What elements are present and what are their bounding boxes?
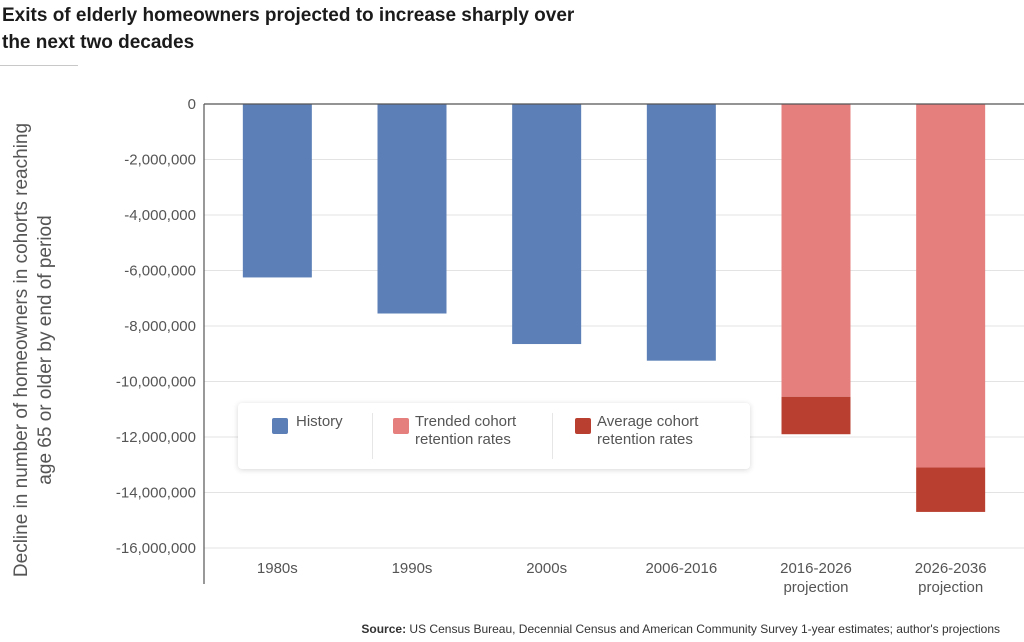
legend: History Trended cohort retention rates A… [238,403,750,469]
bar-trended [916,104,986,468]
y-tick-label: -4,000,000 [124,207,196,224]
bar-history [242,104,312,278]
x-tick-label: 1990s [392,560,433,577]
title-divider [0,65,78,66]
bar-average [916,467,986,512]
bar-history [646,104,716,361]
x-tick-label: projection [783,579,848,596]
bar-history [377,104,447,314]
source-note: Source: US Census Bureau, Decennial Cens… [361,622,1000,636]
y-tick-label: -6,000,000 [124,263,196,280]
x-tick-label: 2006-2016 [645,560,717,577]
x-tick-label: 1980s [257,560,298,577]
y-tick-label: -16,000,000 [116,540,196,557]
legend-item-average: Average cohort retention rates [552,413,750,459]
y-tick-label: -2,000,000 [124,152,196,169]
bar-history [512,104,582,345]
legend-swatch-trended [393,418,409,434]
y-tick-label: -8,000,000 [124,318,196,335]
y-tick-label: 0 [188,96,196,113]
bar-trended [781,104,851,397]
source-text: US Census Bureau, Decennial Census and A… [409,622,1000,636]
legend-label-average: Average cohort retention rates [597,413,699,448]
x-tick-label: 2016-2026 [780,560,852,577]
x-tick-label: 2026-2036 [915,560,987,577]
y-tick-label: -14,000,000 [116,485,196,502]
y-tick-label: -12,000,000 [116,429,196,446]
bar-average [781,396,851,435]
legend-label-history: History [296,413,343,430]
legend-item-history: History [238,413,372,459]
legend-item-trended: Trended cohort retention rates [372,413,552,459]
chart-title: Exits of elderly homeowners projected to… [2,5,575,53]
legend-swatch-history [272,418,288,434]
legend-swatch-average [575,418,591,434]
y-tick-label: -10,000,000 [116,374,196,391]
source-label: Source: [361,622,407,636]
legend-label-trended: Trended cohort retention rates [415,413,517,448]
x-tick-label: projection [918,579,983,596]
x-tick-label: 2000s [526,560,567,577]
